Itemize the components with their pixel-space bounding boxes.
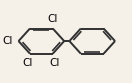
Text: Cl: Cl (23, 58, 33, 68)
Text: Cl: Cl (50, 58, 60, 68)
Text: Cl: Cl (2, 36, 13, 46)
Text: Cl: Cl (48, 14, 58, 24)
